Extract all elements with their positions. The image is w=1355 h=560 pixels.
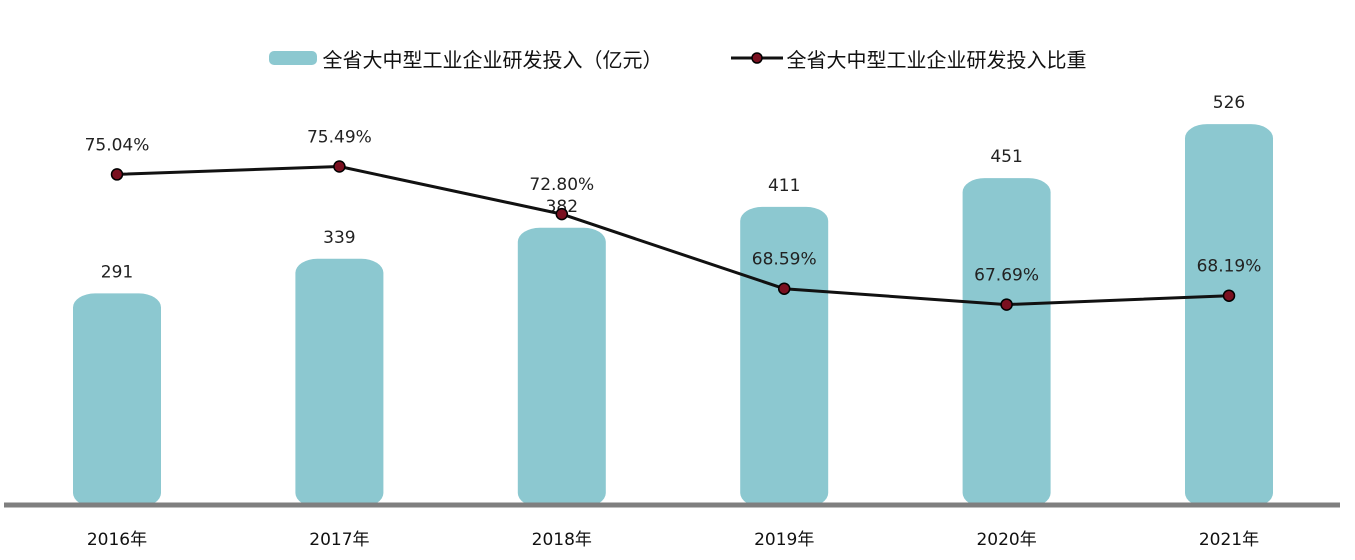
line-point-2 [333,160,346,173]
line-point-5 [1000,298,1013,311]
legend: 全省大中型工业企业研发投入（亿元） 全省大中型工业企业研发投入比重 [0,40,1355,76]
line-point-6 [1222,289,1236,302]
bar-label-6: 526 [1213,93,1245,113]
x-tick-label-2: 2017年 [309,530,369,550]
bar-label-4: 411 [768,176,800,196]
legend-bar-swatch [268,51,317,65]
bar-1 [73,293,161,507]
line-point-4 [777,282,791,295]
line-point-3 [555,207,569,221]
line-point-1 [110,168,124,181]
bar-3 [517,227,606,508]
line-label-3: 72.80% [529,175,594,195]
x-tick-label-3: 2018年 [532,530,592,550]
legend-item-line-series: 全省大中型工业企业研发投入比重 [730,44,1087,73]
line-label-5: 67.69% [974,266,1039,286]
x-tick-label-6: 2021年 [1199,530,1259,550]
legend-line-swatch [730,52,783,64]
line-label-4: 68.59% [752,250,817,270]
line-label-2: 75.49% [307,128,372,148]
bar-label-2: 339 [323,228,355,248]
x-tick-label-5: 2020年 [976,530,1036,550]
legend-item-bar-series: 全省大中型工业企业研发投入（亿元） [268,44,663,73]
bar-5 [962,178,1051,507]
bar-6 [1185,124,1273,507]
x-tick-label-4: 2019年 [754,530,814,550]
bar-label-1: 291 [101,262,133,282]
legend-line-marker [750,52,763,64]
bar-label-5: 451 [990,147,1022,167]
legend-label-line-series: 全省大中型工业企业研发投入比重 [786,47,1087,72]
line-label-1: 75.04% [85,135,150,155]
legend-label-bar-series: 全省大中型工业企业研发投入（亿元） [322,47,663,72]
x-tick-label-1: 2016年 [87,530,147,550]
bar-2 [295,258,384,507]
line-series-path [116,165,1230,307]
line-label-6: 68.19% [1197,257,1262,277]
